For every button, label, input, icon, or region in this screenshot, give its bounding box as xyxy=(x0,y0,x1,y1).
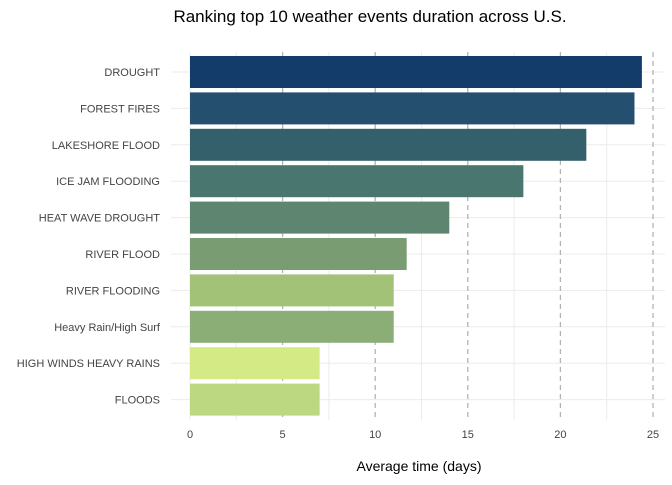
bars-layer xyxy=(190,56,642,416)
bar xyxy=(190,56,642,88)
category-label: RIVER FLOODING xyxy=(66,285,160,297)
bar xyxy=(190,310,394,343)
bar xyxy=(190,92,635,125)
bar xyxy=(190,128,587,161)
category-label: ICE JAM FLOODING xyxy=(56,176,160,188)
category-label: Heavy Rain/High Surf xyxy=(54,322,161,334)
x-tick-label: 25 xyxy=(647,429,659,441)
bar xyxy=(190,347,320,380)
x-tick-label: 20 xyxy=(554,429,566,441)
category-labels: DROUGHT FOREST FIRES LAKESHORE FLOOD ICE JA… xyxy=(17,67,161,407)
category-label: FLOODS xyxy=(115,395,160,407)
x-tick-label: 0 xyxy=(187,429,193,441)
x-tick-label: 10 xyxy=(369,429,381,441)
category-label: HIGH WINDS HEAVY RAINS xyxy=(17,358,160,370)
chart-title: Ranking top 10 weather events duration a… xyxy=(173,7,566,26)
x-axis-title: Average time (days) xyxy=(356,458,481,474)
bar xyxy=(190,165,524,198)
bar xyxy=(190,201,450,234)
category-label: LAKESHORE FLOOD xyxy=(52,140,160,152)
x-tick-label: 15 xyxy=(462,429,474,441)
x-tick-labels: 0 5 10 15 20 25 xyxy=(187,429,659,441)
bar xyxy=(190,274,394,307)
category-label: HEAT WAVE DROUGHT xyxy=(39,213,160,225)
category-label: RIVER FLOOD xyxy=(85,249,160,261)
x-tick-label: 5 xyxy=(280,429,286,441)
category-label: FOREST FIRES xyxy=(80,103,160,115)
category-label: DROUGHT xyxy=(104,67,160,79)
bar xyxy=(190,238,407,270)
bar xyxy=(190,383,320,416)
